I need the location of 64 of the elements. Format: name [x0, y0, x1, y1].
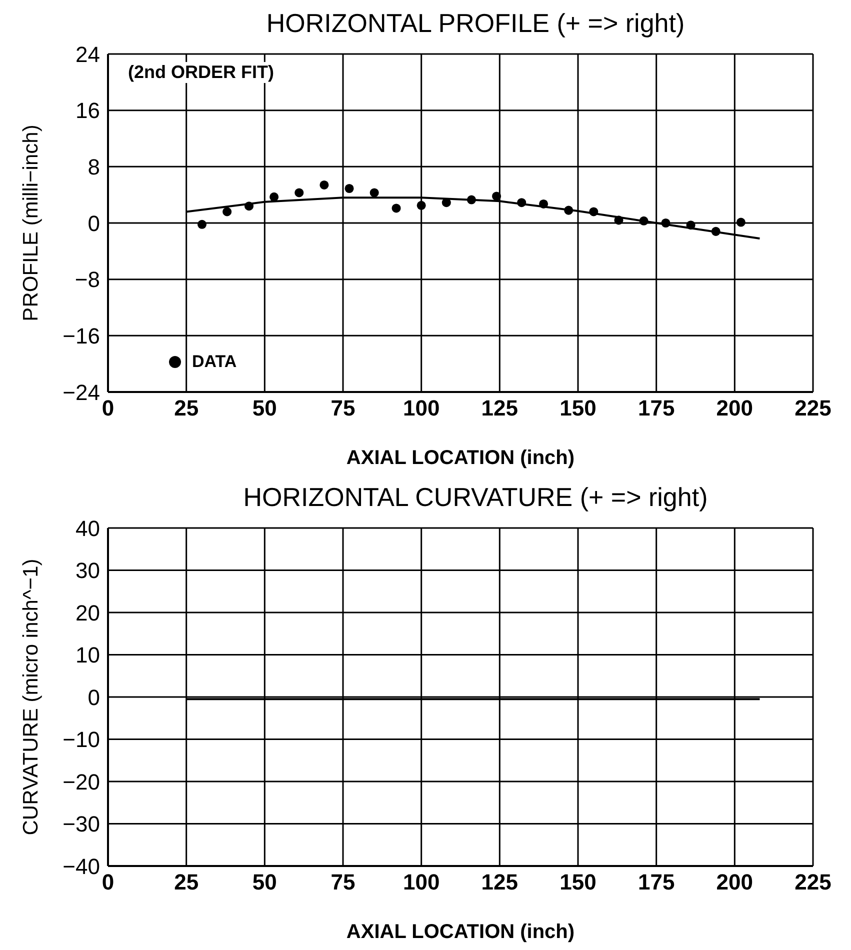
point [639, 216, 648, 226]
x-tick-label: 100 [402, 396, 440, 421]
y-tick-label: 40 [76, 516, 100, 541]
x-tick-label: 175 [638, 870, 675, 895]
x-tick-label: 50 [252, 870, 277, 895]
x-tick-label: 175 [638, 396, 675, 421]
y-tick-label: −24 [62, 380, 100, 405]
annotation: (2nd ORDER FIT) [128, 62, 274, 83]
point [270, 192, 279, 202]
y-axis-title: CURVATURE (micro inch^−1) [19, 558, 42, 836]
y-tick-label: −30 [62, 812, 100, 837]
y-tick-label: −10 [62, 727, 100, 752]
point [517, 198, 526, 208]
x-axis-title: AXIAL LOCATION (inch) [346, 921, 575, 943]
point [614, 216, 624, 225]
point [244, 202, 254, 211]
point [392, 204, 401, 213]
point [711, 226, 720, 236]
x-tick-label: 50 [252, 396, 277, 421]
point [736, 218, 746, 227]
point [416, 200, 426, 210]
point [370, 188, 379, 198]
y-tick-label: 16 [76, 98, 100, 124]
y-tick-label: −16 [62, 323, 100, 348]
y-tick-label: 24 [76, 42, 100, 67]
point [686, 220, 696, 230]
y-tick-label: 30 [76, 558, 100, 584]
x-tick-label: 200 [716, 870, 754, 895]
x-tick-label: 200 [716, 396, 754, 421]
x-tick-label: 75 [330, 396, 356, 421]
x-tick-label: 150 [560, 396, 596, 421]
y-tick-label: 10 [76, 642, 100, 668]
point [661, 218, 670, 228]
legend-label: DATA [192, 352, 237, 372]
y-tick-label: 8 [88, 154, 100, 180]
point [589, 207, 598, 216]
point [197, 220, 207, 229]
point [466, 195, 476, 204]
x-tick-label: 150 [560, 870, 596, 895]
x-tick-label: 125 [481, 870, 518, 895]
point [344, 184, 354, 193]
x-axis-title: AXIAL LOCATION (inch) [346, 447, 575, 469]
y-tick-label: −20 [62, 769, 100, 794]
x-tick-label: 225 [794, 396, 832, 421]
x-tick-label: 125 [481, 396, 518, 421]
y-tick-label: 0 [88, 684, 100, 710]
x-tick-label: 75 [330, 870, 356, 895]
y-axis-title: PROFILE (milli−inch) [19, 124, 42, 322]
point [539, 199, 548, 208]
y-tick-label: −40 [62, 854, 100, 879]
y-tick-label: 0 [88, 210, 100, 236]
x-tick-label: 25 [174, 396, 199, 421]
chart-title: HORIZONTAL CURVATURE (+ => right) [242, 482, 709, 514]
x-tick-label: 100 [402, 870, 440, 895]
point [492, 192, 502, 201]
point [564, 206, 574, 215]
x-tick-label: 25 [174, 870, 199, 895]
y-tick-label: −8 [74, 267, 100, 292]
chart-title: HORIZONTAL PROFILE (+ => right) [265, 8, 686, 40]
y-tick-label: 20 [76, 600, 100, 626]
point [222, 207, 232, 216]
point [294, 188, 304, 198]
x-tick-label: 225 [794, 870, 832, 895]
point [320, 180, 329, 190]
